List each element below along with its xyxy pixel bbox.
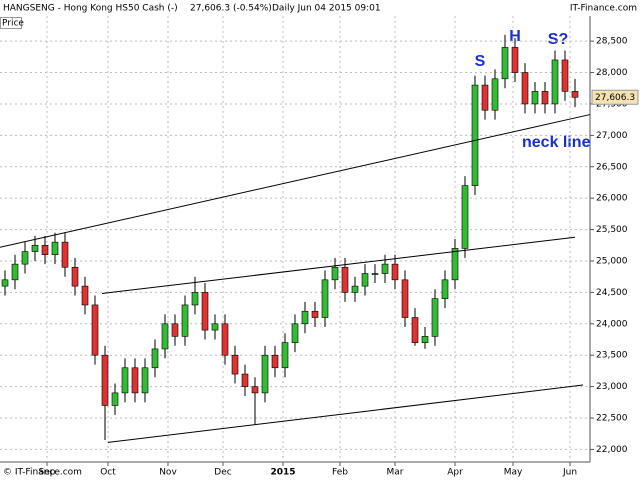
candle-body xyxy=(51,241,59,256)
candle-body xyxy=(561,59,569,92)
y-label-box xyxy=(0,17,22,29)
candle-body xyxy=(91,304,99,356)
symbol: HANGSENG - Hong Kong HS50 Cash (-) xyxy=(3,4,178,14)
candle-body xyxy=(111,392,119,406)
x-tick-label: Dec xyxy=(214,468,231,478)
candle-body xyxy=(1,279,9,287)
annotation: S xyxy=(475,53,486,70)
candle-body xyxy=(511,47,519,73)
candle-body xyxy=(421,336,429,343)
candle-body xyxy=(481,84,489,111)
candle-body xyxy=(291,323,299,343)
candle-body xyxy=(181,304,189,337)
candle-body xyxy=(571,91,579,98)
candle-body xyxy=(411,317,419,343)
y-tick-label: 28,500 xyxy=(596,37,628,47)
candle-body xyxy=(161,323,169,350)
x-tick-label: Feb xyxy=(332,468,348,478)
candle-body xyxy=(391,263,399,281)
candle-body xyxy=(441,279,449,299)
candle-body xyxy=(361,273,369,287)
y-tick-label: 25,000 xyxy=(596,256,628,266)
candle-body xyxy=(371,273,379,275)
x-tick-label: May xyxy=(504,468,523,478)
candle-body xyxy=(121,367,129,394)
candle-body xyxy=(141,367,149,394)
candle-body xyxy=(241,373,249,387)
y-tick-label: 22,000 xyxy=(596,445,628,455)
candle-body xyxy=(491,78,499,111)
candle-body xyxy=(271,354,279,369)
quote: 27,606.3 (-0.54%) xyxy=(190,4,272,14)
trend-line xyxy=(107,384,584,443)
x-tick-label: Nov xyxy=(159,468,177,478)
candle-body xyxy=(501,47,509,80)
candle-body xyxy=(261,354,269,394)
x-tick-label: 2015 xyxy=(270,468,295,478)
y-tick-label: 23,000 xyxy=(596,382,628,392)
y-tick-label: 24,000 xyxy=(596,319,628,329)
y-tick-label: 28,000 xyxy=(596,68,628,78)
candle-body xyxy=(541,91,549,105)
annotation: neck line xyxy=(522,134,591,151)
candle-body xyxy=(201,292,209,331)
candle-body xyxy=(151,348,159,369)
x-tick-label: Oct xyxy=(100,468,116,478)
candle-body xyxy=(41,244,49,256)
candle-body xyxy=(431,298,439,337)
candle-body xyxy=(211,323,219,331)
candle-body xyxy=(251,386,259,394)
candle-body xyxy=(101,354,109,406)
candle-body xyxy=(61,241,69,268)
candle-body xyxy=(551,59,559,105)
trend-line xyxy=(101,236,576,295)
x-tick-label: Sep xyxy=(39,468,56,478)
y-tick-label: 24,500 xyxy=(596,288,628,298)
candle-body xyxy=(231,354,239,375)
candle-body xyxy=(311,310,319,318)
candle-body xyxy=(531,91,539,105)
last-price-box xyxy=(591,89,639,105)
candle-body xyxy=(171,323,179,337)
y-tick-label: 23,500 xyxy=(596,351,628,361)
brand: IT-Finance.com xyxy=(570,4,637,14)
y-tick-label: 26,500 xyxy=(596,162,628,172)
candle-body xyxy=(71,266,79,287)
y-tick-label: 27,000 xyxy=(596,131,628,141)
candle-body xyxy=(191,292,199,306)
x-tick-label: Apr xyxy=(447,468,463,478)
y-tick-label: 25,500 xyxy=(596,225,628,235)
trend-line xyxy=(0,114,591,248)
candle-body xyxy=(221,323,229,356)
candle-body xyxy=(81,285,89,306)
y-tick-label: 22,500 xyxy=(596,414,628,424)
candle-body xyxy=(381,263,389,274)
y-tick-label: 26,000 xyxy=(596,194,628,204)
candle-body xyxy=(401,279,409,318)
candle-body xyxy=(471,84,479,186)
annotation: S? xyxy=(548,31,568,48)
period: Daily Jun 04 2015 09:01 xyxy=(272,4,381,14)
candle-body xyxy=(131,367,139,394)
footer: © IT-Finance.com xyxy=(3,468,82,478)
candle-body xyxy=(301,310,309,325)
x-tick-label: Mar xyxy=(387,468,404,478)
annotation: H xyxy=(509,28,521,45)
x-tick-label: Jun xyxy=(562,468,577,478)
candle-body xyxy=(451,248,459,281)
last-price-label: 27,606.3 xyxy=(595,93,635,103)
candle-body xyxy=(351,285,359,293)
candle-body xyxy=(31,244,39,252)
candle-body xyxy=(521,72,529,105)
candle-body xyxy=(461,185,469,249)
candle-body xyxy=(281,342,289,369)
y-label: Price xyxy=(2,19,24,29)
candle-body xyxy=(11,263,19,281)
candle-body xyxy=(21,251,29,265)
candle-body xyxy=(331,266,339,281)
candle-body xyxy=(321,279,329,318)
candle-body xyxy=(341,266,349,293)
